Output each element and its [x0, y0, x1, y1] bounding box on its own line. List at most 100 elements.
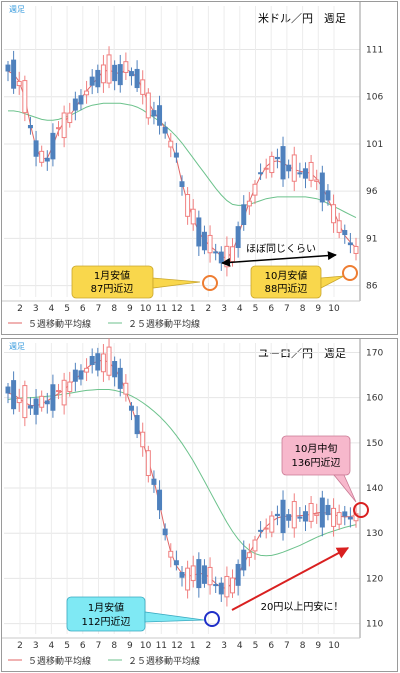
x-tick-label: 2 — [17, 304, 23, 314]
candle-body — [179, 572, 185, 578]
candle-body — [84, 367, 90, 373]
oct-low-callout-tail — [320, 275, 345, 289]
candle-body — [95, 69, 101, 88]
candle-body — [162, 126, 168, 134]
candle-body — [308, 161, 314, 181]
candle-body — [196, 559, 202, 589]
jan-low-callout-line1-2: 1月安値 — [88, 601, 124, 614]
candle-body — [16, 80, 22, 87]
x-tick-label: 9 — [315, 641, 321, 651]
candle-body — [16, 397, 22, 404]
candle-body — [151, 478, 157, 485]
candle-body — [100, 64, 106, 84]
x-tick-label: 9 — [127, 641, 133, 651]
candle-body — [61, 112, 67, 139]
x-tick-label: 9 — [315, 304, 321, 314]
candle-body — [353, 245, 359, 254]
candle-body — [50, 384, 56, 411]
jan-low-callout-line1: 1月安値 — [94, 269, 130, 282]
y-tick-label: 111 — [366, 45, 383, 55]
jan-low-callout-tail — [152, 277, 201, 289]
candle-body — [336, 512, 342, 525]
candle-body — [100, 353, 106, 373]
candle-body — [56, 390, 62, 393]
candle-body — [314, 513, 320, 516]
oct-mid-callout-box — [281, 435, 351, 476]
candle-body — [95, 353, 101, 371]
x-tick-label: 8 — [300, 304, 306, 314]
candle-body — [5, 64, 11, 72]
y-tick-label: 150 — [366, 439, 383, 449]
candle-body — [297, 516, 303, 519]
oct-low-callout-line2: 88円近辺 — [265, 282, 308, 295]
candle-body — [280, 499, 286, 534]
candle-body — [342, 230, 348, 236]
candle-body — [336, 220, 342, 233]
x-tick-label: 6 — [268, 304, 274, 314]
candle-body — [252, 183, 258, 196]
candle-body — [33, 140, 39, 157]
x-tick-label: 7 — [96, 641, 102, 651]
x-tick-label: 5 — [253, 304, 259, 314]
candle-body — [319, 497, 325, 528]
candle-body — [246, 552, 252, 558]
almost-same-label: ほぼ同じくらい — [246, 243, 316, 255]
x-tick-label: 4 — [49, 641, 55, 651]
candle-body — [280, 146, 286, 180]
y-tick-label: 170 — [366, 348, 383, 358]
x-tick-label: 4 — [237, 304, 243, 314]
candle-body — [145, 92, 151, 119]
candle-body — [269, 155, 275, 174]
x-tick-label: 9 — [127, 304, 133, 314]
candle-body — [78, 95, 84, 105]
candle-body — [128, 405, 134, 411]
candle-body — [22, 385, 28, 419]
candle-body — [286, 514, 292, 521]
candle-body — [157, 105, 163, 126]
candle-body — [140, 431, 146, 448]
x-tick-label: 8 — [300, 641, 306, 651]
x-tick-label: 3 — [33, 641, 39, 651]
eurjpy-chart-title: ユーロ／円 週足 — [258, 347, 346, 360]
oct-mid-marker-circle — [353, 502, 369, 518]
candle-body — [44, 400, 50, 405]
candle-body — [207, 566, 213, 586]
candle-body — [319, 172, 325, 203]
candle-body — [325, 504, 331, 516]
candle-body — [173, 560, 179, 566]
candle-body — [331, 507, 337, 527]
candle-body — [61, 379, 67, 406]
candle-body — [347, 242, 353, 246]
candle-body — [213, 584, 219, 587]
x-tick-label: 12 — [171, 641, 182, 651]
candle-body — [297, 172, 303, 175]
candle-body — [179, 181, 185, 187]
candle-body — [274, 156, 280, 160]
candle-body — [106, 346, 112, 376]
yen-weakening-label: 20円以上円安に！ — [261, 600, 344, 613]
candle-body — [185, 567, 191, 591]
candle-body — [78, 370, 84, 380]
x-tick-label: 8 — [111, 304, 117, 314]
candle-body — [190, 208, 196, 225]
candle-body — [218, 251, 224, 264]
oct-mid-callout-tail — [333, 474, 357, 503]
candle-body — [302, 511, 308, 522]
candle-body — [246, 200, 252, 207]
jan-low-marker-circle-2 — [204, 611, 220, 627]
legend-ma25-label-2: ２５週移動平均線 — [128, 655, 200, 667]
candle-body — [151, 110, 157, 117]
candle-body — [207, 234, 213, 254]
comparison-double-arrow — [221, 251, 337, 267]
candle-body — [258, 529, 264, 532]
x-tick-label: 2 — [17, 641, 23, 651]
candle-body — [89, 76, 95, 86]
x-tick-label: 5 — [64, 304, 70, 314]
y-tick-label: 101 — [366, 140, 383, 150]
candle-body — [224, 245, 230, 268]
ma5-line — [7, 68, 357, 259]
x-tick-label: 7 — [284, 641, 290, 651]
candle-body — [224, 575, 230, 598]
candle-body — [308, 502, 314, 522]
candle-body — [213, 251, 219, 254]
